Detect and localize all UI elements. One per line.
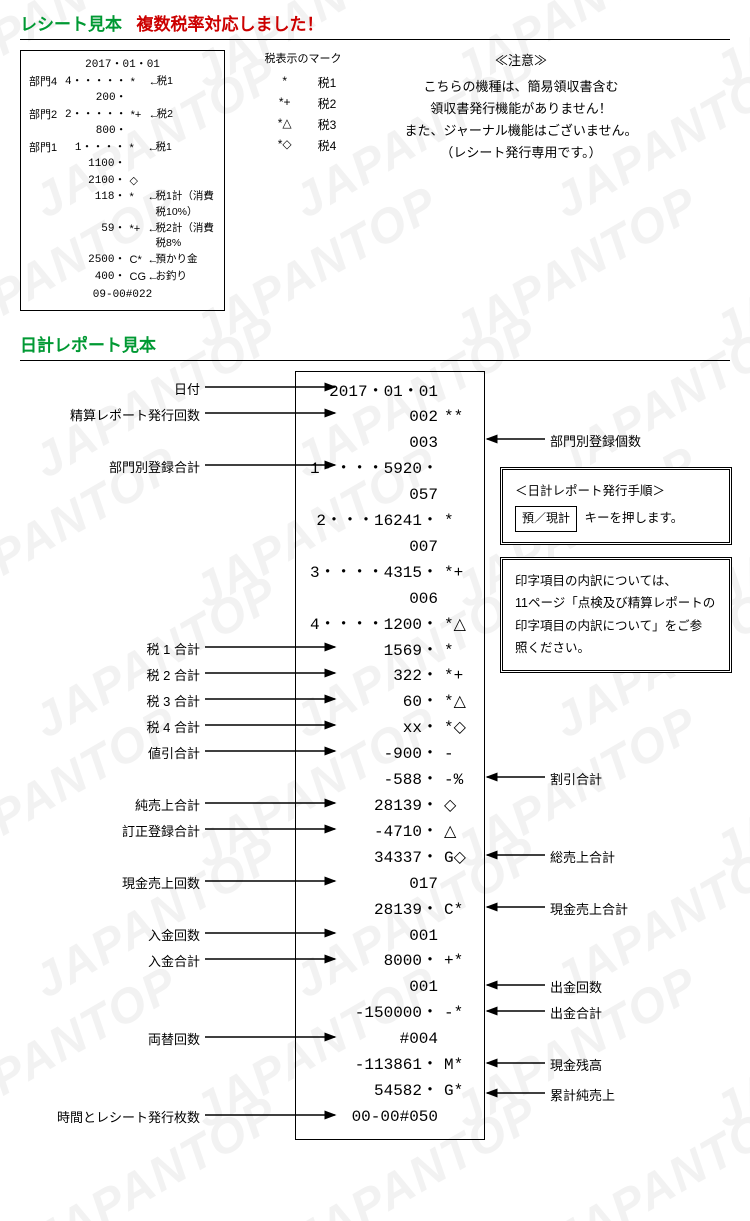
tax-mark-row: *△税3 [243,116,363,133]
report-label-left: 純売上合計 [50,795,200,814]
tax-mark-legend: 税表示のマーク *税1 *+税2 *△税3 *◇税4 [243,50,363,158]
report-line: 00-00#050 [306,1105,474,1131]
report-line: 54582・G* [306,1079,474,1105]
section1-header: レシート見本 複数税率対応しました！ [20,10,730,35]
report-label-left: 税 4 合計 [50,717,200,736]
report-line: 28139・◇ [306,794,474,820]
report-label-left: 両替回数 [50,1029,200,1048]
notice-box: ≪注意≫ こちらの機種は、簡易領収書含む 領収書発行機能がありません！ また、ジ… [381,50,661,164]
receipt-line: 部門11・・・・1100・*←税1 [29,140,216,173]
report-label-right: 出金合計 [550,1003,602,1022]
report-label-left: 部門別登録合計 [50,457,200,476]
sidebox2-l1: 印字項目の内訳については、 [515,570,717,593]
report-line: 002** [306,405,474,431]
report-diagram: 2017・01・01002**0031・・・・5920・0572・・・16241… [20,371,730,1201]
sidebox1-title: ＜日計レポート発行手順＞ [515,480,717,503]
receipt-line: 400・CG←お釣り [29,269,216,286]
divider [20,39,730,40]
report-label-right: 割引合計 [550,769,602,788]
report-label-left: 入金合計 [50,951,200,970]
report-line: -150000・-* [306,1001,474,1027]
tax-mark-row: *+税2 [243,95,363,112]
report-label-left: 時間とレシート発行枚数 [50,1107,200,1126]
report-line: 28139・C* [306,898,474,924]
tax-mark-row: *税1 [243,74,363,91]
notice-l1: こちらの機種は、簡易領収書含む [381,76,661,98]
tax-mark-row: *◇税4 [243,137,363,154]
divider-2 [20,360,730,361]
report-line: 34337・G◇ [306,846,474,872]
report-label-left: 税 2 合計 [50,665,200,684]
report-line: -900・- [306,742,474,768]
report-line: 001 [306,975,474,1001]
report-label-right: 出金回数 [550,977,602,996]
report-label-left: 日付 [50,379,200,398]
report-line: 3・・・・4315・*+ [306,561,474,587]
sidebox2-l3: 印字項目の内訳について」をご参 [515,615,717,638]
report-label-left: 現金売上回数 [50,873,200,892]
receipt-line: 118・*←税1計（消費税10%） [29,189,216,221]
report-line: 1・・・・5920・ [306,457,474,483]
report-label-right: 現金残高 [550,1055,602,1074]
report-line: 2017・01・01 [306,380,474,406]
report-label-left: 入金回数 [50,925,200,944]
report-line: 60・*△ [306,690,474,716]
report-line: xx・*◇ [306,716,474,742]
title-receipt: レシート見本 [20,15,122,34]
notice-head: ≪注意≫ [381,50,661,72]
report-line: 322・*+ [306,664,474,690]
report-line: 057 [306,483,474,509]
sidebox2-l4: 照ください。 [515,637,717,660]
report-label-right: 部門別登録個数 [550,431,641,450]
key-button: 預／現計 [515,506,577,532]
report-line: #004 [306,1027,474,1053]
report-line: 2・・・16241・* [306,509,474,535]
notice-l4: （レシート発行専用です。） [381,142,661,164]
receipt-date: 2017・01・01 [29,57,216,74]
notice-l3: また、ジャーナル機能はございません。 [381,120,661,142]
sidebox1-after: キーを押します。 [585,511,684,525]
tax-mark-heading: 税表示のマーク [243,50,363,66]
sidebox-reference: 印字項目の内訳については、 11ページ「点検及び精算レポートの 印字項目の内訳に… [500,557,732,673]
report-line: 4・・・・1200・*△ [306,613,474,639]
title-daily-report: 日計レポート見本 [20,331,730,356]
notice-l2: 領収書発行機能がありません！ [381,98,661,120]
receipt-line: 部門44・・・・・200・*←税1 [29,74,216,107]
report-label-left: 訂正登録合計 [50,821,200,840]
sidebox2-l2: 11ページ「点検及び精算レポートの [515,592,717,615]
receipt-line: 2500・C*←預かり金 [29,252,216,269]
report-label-left: 精算レポート発行回数 [50,405,200,424]
report-label-right: 総売上合計 [550,847,615,866]
report-line: 001 [306,924,474,950]
sidebox-procedure: ＜日計レポート発行手順＞ 預／現計 キーを押します。 [500,467,732,545]
report-label-right: 現金売上合計 [550,899,628,918]
report-label-left: 値引合計 [50,743,200,762]
report-label-left: 税 1 合計 [50,639,200,658]
receipt-line: 59・*+←税2計（消費税8% [29,221,216,253]
report-line: 8000・+* [306,949,474,975]
receipt-sample-box: 2017・01・01 部門44・・・・・200・*←税1部門22・・・・・800… [20,50,225,311]
receipt-footer: 09-00#022 [29,287,216,304]
report-line: 017 [306,872,474,898]
receipt-line: 部門22・・・・・800・*+←税2 [29,107,216,140]
report-line: -4710・△ [306,820,474,846]
daily-report-box: 2017・01・01002**0031・・・・5920・0572・・・16241… [295,371,485,1140]
report-label-left: 税 3 合計 [50,691,200,710]
receipt-line: 2100・◇ [29,173,216,190]
title-multirate: 複数税率対応しました！ [136,15,323,34]
report-label-right: 累計純売上 [550,1085,615,1104]
report-line: 007 [306,535,474,561]
report-line: -113861・M* [306,1053,474,1079]
report-line: 1569・* [306,639,474,665]
report-line: 006 [306,587,474,613]
report-line: 003 [306,431,474,457]
report-line: -588・-% [306,768,474,794]
